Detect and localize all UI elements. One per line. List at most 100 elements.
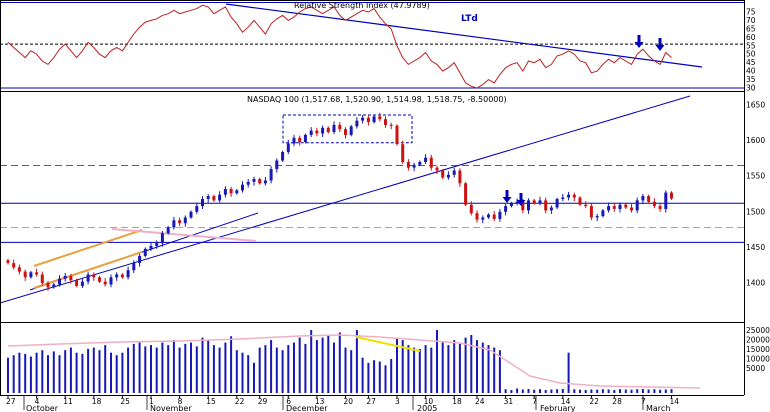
candle-body [355,120,359,127]
volume-bar [619,389,621,393]
volume-bar [664,389,667,393]
volume-bar [195,346,198,393]
volume-bar [476,340,478,393]
day-label: 8 [178,397,183,406]
volume-bar [424,345,427,393]
day-label: 13 [315,397,325,406]
volume-bar [401,340,404,393]
volume-bar [544,390,547,393]
month-label: December [286,404,328,412]
volume-bar [321,337,324,393]
volume-axis-label: 25000 [746,326,770,335]
volume-bar [327,335,330,393]
channel-line [33,251,143,289]
day-label: 28 [612,397,622,406]
volume-bar [504,389,507,393]
candle-body [567,194,571,198]
volume-bar [527,389,530,393]
candle-body [487,214,490,218]
volume-bar [212,345,215,393]
candle-body [109,277,113,285]
candle-body [29,272,33,278]
candle-body [241,184,244,191]
volume-bar [161,342,164,393]
day-label: 6 [286,397,291,406]
candle-body [286,143,290,152]
volume-bar [607,389,610,393]
volume-bar [253,362,255,393]
volume-bar [29,356,32,393]
candle-body [521,201,525,211]
candle-body [138,255,142,263]
volume-bar [493,347,496,393]
rsi-trendline-label: LTd [461,14,478,24]
day-label: 29 [258,397,268,406]
month-label: November [150,404,192,412]
candle-body [155,243,159,246]
volume-bar [258,347,261,393]
volume-bar [539,389,541,393]
candle-body [441,170,445,178]
volume-bar [579,389,581,393]
price-axis-label: 1550 [746,172,765,181]
candle-body [92,274,96,278]
volume-bar [75,352,78,393]
candle-body [103,281,107,285]
volume-bar [92,347,95,393]
candle-body [75,280,79,286]
volume-bar [533,389,536,393]
volume-bar [304,343,307,393]
volume-bar [573,389,576,393]
candle-body [63,275,67,279]
candle-body [429,157,433,168]
volume-bar [69,347,72,393]
day-label: 22 [235,397,245,406]
price-axis-label: 1650 [746,101,765,110]
candle-body [589,206,593,218]
volume-bar [98,350,101,393]
candle-body [281,152,285,161]
candle-body [469,204,473,214]
volume-bar [601,389,604,393]
volume-bar [430,347,433,393]
volume-bar [127,347,130,393]
candle-body [532,200,536,204]
candle-body [206,196,210,199]
volume-bar [510,390,513,393]
month-label: February [540,404,576,412]
candle-body [664,192,668,209]
volume-bar [132,343,135,393]
candle-body [401,144,405,162]
volume-bar [104,345,107,393]
volume-bar [298,337,301,393]
price-axis-label: 1450 [746,243,765,252]
candle-body [435,167,439,171]
volume-bar [12,355,15,393]
volume-bar [275,347,278,393]
volume-bar [270,340,273,393]
volume-bar [498,350,501,393]
candle-body [120,274,124,278]
candle-body [35,272,39,275]
candle-body [252,179,256,182]
volume-bar [7,357,9,393]
volume-bar [235,350,238,393]
volume-bar [315,340,318,393]
candle-body [246,181,250,185]
candle-body [292,137,296,144]
day-label: 4 [35,397,40,406]
candle-body [235,190,239,194]
volume-bar [636,389,639,393]
candle-body [406,162,410,168]
volume-bar [241,352,244,393]
volume-bar [338,332,341,393]
candle-body [418,162,422,165]
volume-bar [630,389,633,393]
rsi-axis-label: 30 [746,84,756,93]
volume-bar [58,355,61,393]
volume-bar [436,330,438,393]
candle-body [349,126,353,135]
price-axis-label: 1500 [746,207,765,216]
